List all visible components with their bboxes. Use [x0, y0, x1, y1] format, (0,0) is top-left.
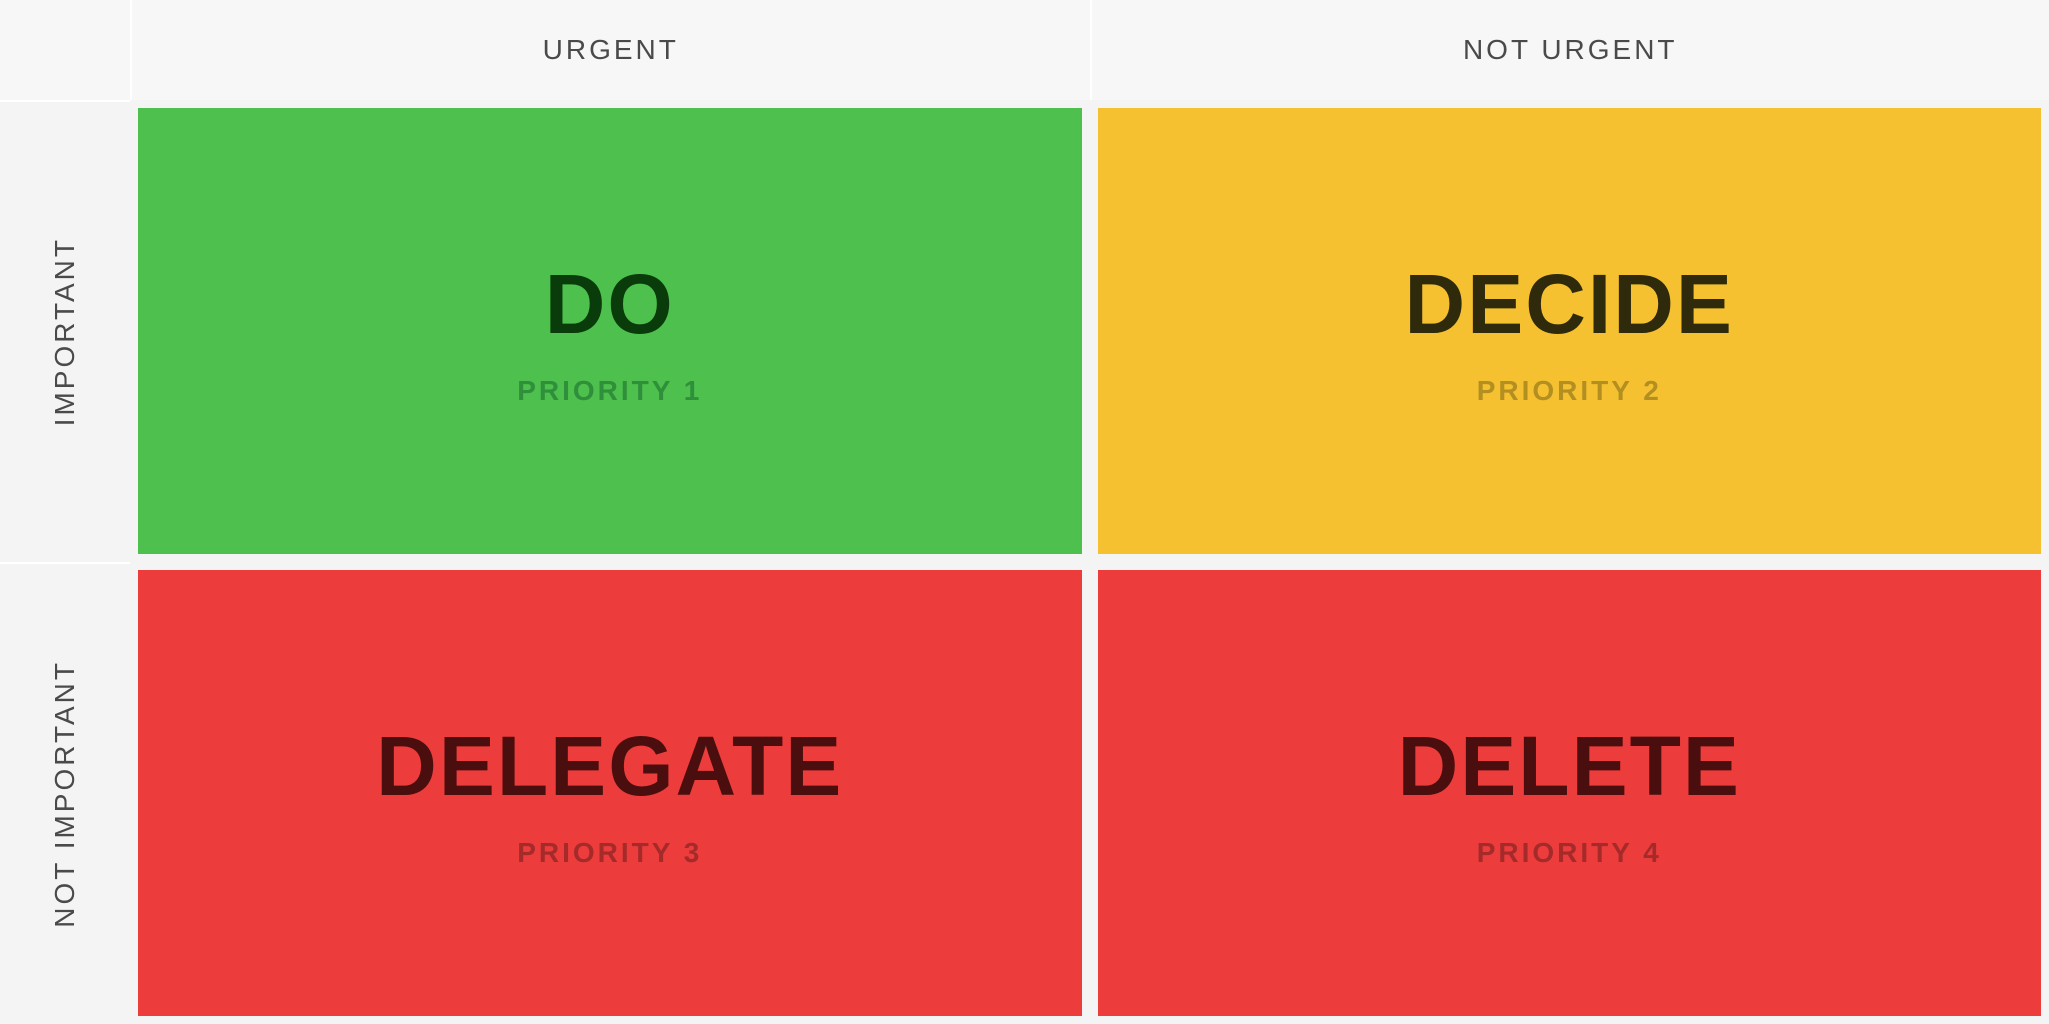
quadrant-delegate: DELEGATE PRIORITY 3 — [138, 570, 1082, 1016]
column-header-urgent: URGENT — [130, 0, 1090, 100]
row-header-not-important: NOT IMPORTANT — [0, 562, 130, 1024]
quadrant-subtitle: PRIORITY 3 — [517, 837, 702, 869]
row-header-label: IMPORTANT — [49, 237, 81, 426]
column-header-label: NOT URGENT — [1463, 34, 1678, 66]
quadrant-title: DELEGATE — [376, 718, 843, 815]
quadrant-title: DECIDE — [1405, 256, 1734, 353]
quadrant-subtitle: PRIORITY 2 — [1477, 375, 1662, 407]
eisenhower-matrix: URGENT NOT URGENT IMPORTANT DO PRIORITY … — [0, 0, 2049, 1024]
quadrant-subtitle: PRIORITY 1 — [517, 375, 702, 407]
quadrant-delete: DELETE PRIORITY 4 — [1098, 570, 2042, 1016]
column-header-label: URGENT — [543, 34, 679, 66]
quadrant-do: DO PRIORITY 1 — [138, 108, 1082, 554]
quadrant-decide: DECIDE PRIORITY 2 — [1098, 108, 2042, 554]
quadrant-subtitle: PRIORITY 4 — [1477, 837, 1662, 869]
column-header-not-urgent: NOT URGENT — [1090, 0, 2049, 100]
row-header-important: IMPORTANT — [0, 100, 130, 562]
corner-spacer — [0, 0, 130, 100]
quadrant-title: DO — [545, 256, 675, 353]
row-header-label: NOT IMPORTANT — [49, 660, 81, 928]
quadrant-title: DELETE — [1398, 718, 1741, 815]
